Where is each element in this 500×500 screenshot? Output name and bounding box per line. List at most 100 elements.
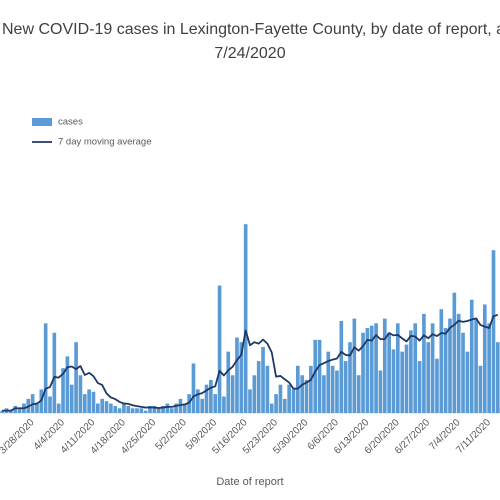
bar: [96, 403, 100, 413]
bar: [304, 379, 309, 413]
legend-swatch: [32, 118, 52, 126]
bar: [348, 342, 352, 413]
bar: [13, 405, 18, 413]
bar: [0, 410, 4, 413]
bar: [422, 313, 426, 413]
chart-title: New COVID-19 cases in Lexington-Fayette …: [2, 21, 500, 38]
bar: [300, 375, 304, 413]
bar: [439, 309, 444, 413]
bar: [52, 332, 57, 413]
bar: [326, 351, 331, 413]
bar: [382, 318, 387, 413]
bar: [9, 410, 13, 413]
bar: [109, 403, 113, 413]
bar: [178, 398, 183, 413]
bar: [196, 389, 200, 413]
bar: [417, 361, 422, 413]
bar: [78, 375, 83, 413]
bar: [213, 394, 218, 413]
bar: [461, 332, 465, 413]
moving-average-line: [2, 313, 499, 412]
bar: [352, 318, 357, 413]
x-tick-label: 3/28/2020: [0, 417, 37, 457]
bar: [309, 365, 313, 413]
bar: [35, 403, 39, 413]
bar: [65, 356, 70, 413]
bar: [335, 370, 339, 413]
bar: [256, 361, 261, 413]
bar: [330, 365, 335, 413]
bar: [274, 394, 278, 413]
bar: [287, 384, 291, 413]
bar: [261, 346, 265, 413]
bar: [17, 408, 22, 413]
bar: [396, 323, 400, 413]
bar: [139, 408, 144, 413]
bar: [209, 379, 213, 413]
bar: [452, 292, 457, 413]
bar: [182, 403, 187, 413]
bar: [265, 365, 270, 413]
bar: [82, 394, 87, 413]
bar: [69, 384, 74, 413]
bar: [409, 330, 413, 413]
bar: [413, 323, 418, 413]
bar: [87, 389, 91, 413]
bar: [474, 318, 478, 413]
chart-subtitle: 7/24/2020: [214, 45, 285, 62]
bar: [282, 398, 287, 413]
bar: [356, 375, 361, 413]
bar: [378, 370, 383, 413]
bar: [56, 403, 61, 413]
bar: [204, 384, 209, 413]
bar: [230, 375, 235, 413]
bar: [317, 339, 322, 413]
bar: [61, 368, 65, 413]
bar: [143, 410, 148, 413]
x-tick-label: 5/2/2020: [153, 417, 189, 453]
bar: [456, 313, 461, 413]
x-axis-title: Date of report: [216, 476, 283, 488]
bar: [169, 408, 174, 413]
bar: [117, 408, 122, 413]
bar: [243, 224, 248, 413]
bar: [496, 342, 500, 413]
bar: [387, 332, 391, 413]
bar: [374, 323, 378, 413]
bar: [269, 403, 274, 413]
bar: [104, 401, 109, 413]
bar: [239, 342, 244, 413]
bar: [278, 384, 283, 413]
bar: [465, 351, 470, 413]
legend-label: cases: [58, 117, 83, 128]
bar: [122, 403, 126, 413]
bar: [404, 344, 409, 413]
bar: [482, 304, 487, 413]
bar: [226, 351, 231, 413]
bar: [74, 342, 78, 413]
bar: [391, 349, 396, 413]
bar: [126, 405, 131, 413]
bar: [430, 323, 435, 413]
bar: [361, 332, 365, 413]
bar: [156, 408, 161, 413]
bar: [148, 405, 152, 413]
bar: [100, 398, 104, 413]
bar: [369, 325, 374, 413]
bar: [443, 328, 448, 413]
bar: [48, 396, 52, 413]
bar: [435, 358, 439, 413]
bar: [113, 405, 118, 413]
bar: [217, 285, 222, 413]
bar: [291, 389, 296, 413]
bar: [248, 389, 252, 413]
bar: [161, 405, 165, 413]
bar: [322, 375, 326, 413]
bar: [235, 337, 239, 413]
bar: [343, 361, 348, 413]
bar: [491, 250, 496, 413]
bar: [91, 391, 96, 413]
bar: [365, 328, 370, 413]
bar: [478, 365, 483, 413]
